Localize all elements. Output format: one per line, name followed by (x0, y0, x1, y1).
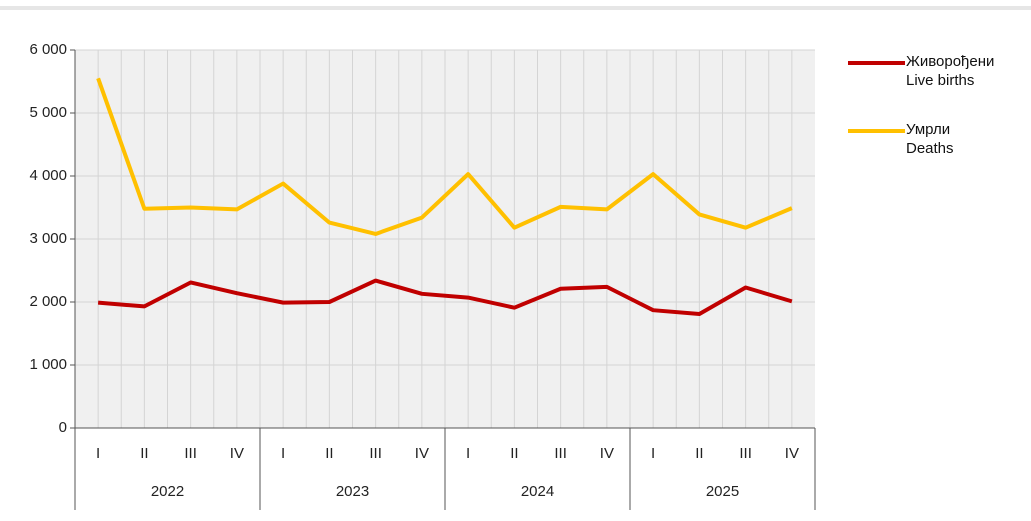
x-tick-label: II (140, 445, 148, 462)
x-tick-label: II (325, 445, 333, 462)
x-tick-label: III (184, 445, 197, 462)
x-tick-label: IV (785, 445, 799, 462)
x-tick-label: I (466, 445, 470, 462)
group-label: 2023 (336, 483, 369, 500)
x-tick-label: III (554, 445, 567, 462)
x-tick-label: III (739, 445, 752, 462)
y-tick-label: 3 000 (29, 230, 67, 247)
x-tick-label: I (96, 445, 100, 462)
x-tick-label: IV (230, 445, 244, 462)
group-label: 2022 (151, 483, 184, 500)
legend-label: Живорођени Live births (906, 53, 995, 89)
x-tick-label: IV (415, 445, 429, 462)
y-tick-label: 4 000 (29, 167, 67, 184)
y-tick-label: 0 (59, 419, 67, 436)
y-tick-label: 1 000 (29, 356, 67, 373)
y-tick-label: 5 000 (29, 104, 67, 121)
y-tick-label: 2 000 (29, 293, 67, 310)
x-tick-label: I (281, 445, 285, 462)
x-tick-label: II (510, 445, 518, 462)
group-label: 2024 (521, 483, 554, 500)
group-label: 2025 (706, 483, 739, 500)
y-tick-label: 6 000 (29, 41, 67, 58)
x-tick-label: IV (600, 445, 614, 462)
x-tick-label: III (369, 445, 382, 462)
top-bar (0, 6, 1031, 10)
series-line (96, 77, 793, 236)
legend-label: Умрли Deaths (906, 121, 954, 157)
series-line (97, 278, 793, 316)
x-tick-label: I (651, 445, 655, 462)
x-tick-label: II (695, 445, 703, 462)
